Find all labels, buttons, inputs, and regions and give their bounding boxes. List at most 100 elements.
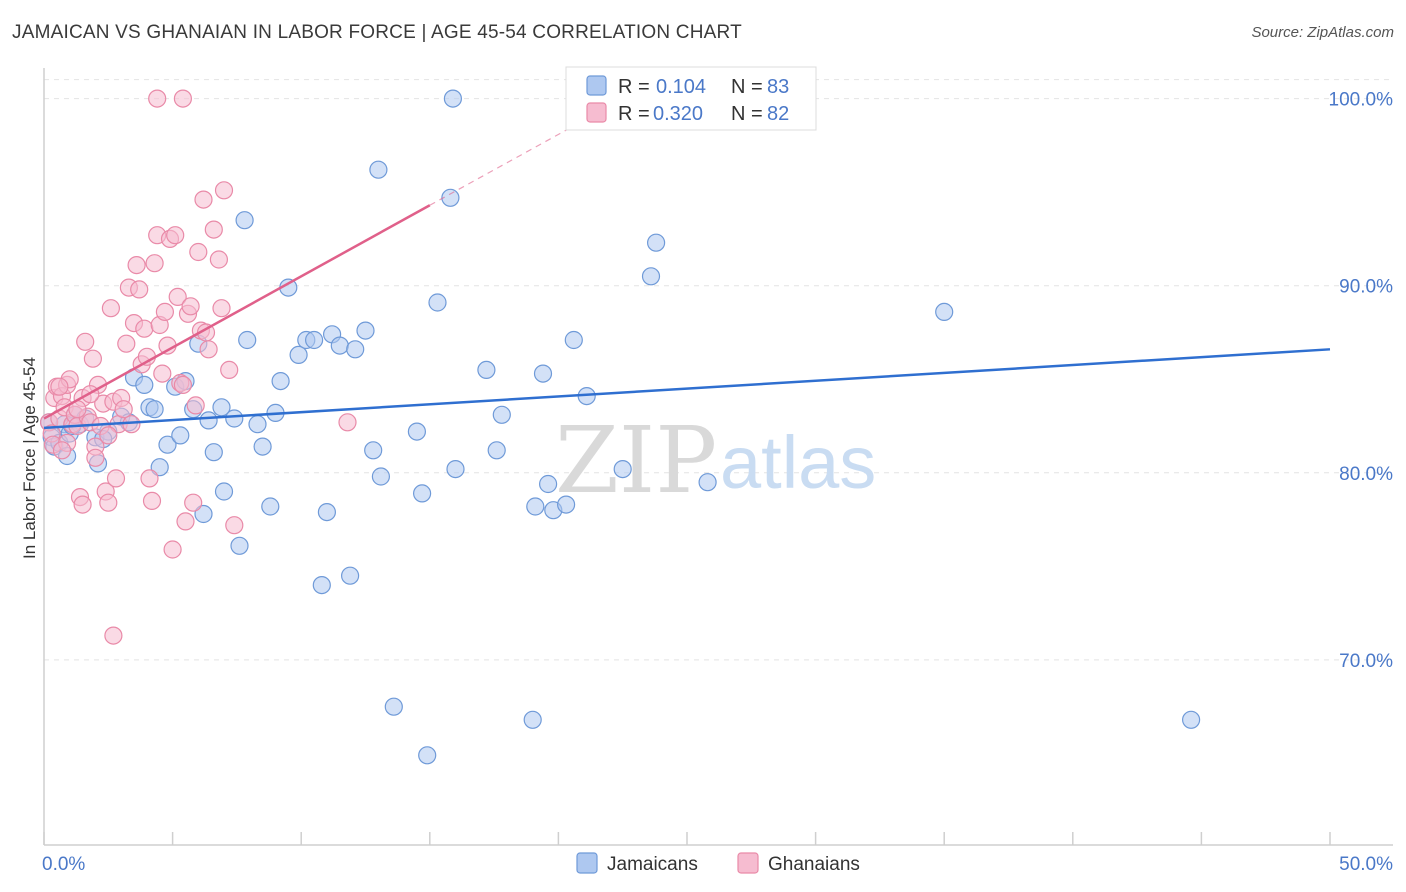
jamaican-point-30 — [214, 482, 234, 501]
ghanaian-point-52 — [173, 375, 192, 394]
ghanaian-point-62 — [199, 340, 218, 359]
ghanaian-point-68 — [225, 516, 244, 535]
jamaican-point-18 — [145, 400, 164, 419]
jamaican-point-41 — [289, 345, 308, 364]
jamaican-point-49 — [346, 340, 365, 359]
ghanaian-point-18 — [83, 349, 103, 368]
legend-r-label-1: R = — [618, 76, 650, 98]
ghanaian-point-57 — [186, 396, 205, 415]
legend-r-label-2: R = — [618, 103, 650, 125]
ghanaian-point-49 — [166, 226, 185, 245]
jamaican-point-71 — [564, 330, 583, 350]
x-tick-label-min: 0.0% — [42, 854, 85, 875]
ghanaian-point-53 — [176, 512, 195, 531]
jamaican-point-36 — [253, 437, 272, 456]
ghanaian-trend-line — [43, 204, 431, 420]
ghanaian-point-45 — [155, 302, 174, 321]
jamaican-point-65 — [523, 710, 542, 729]
ghanaian-point-75 — [50, 377, 69, 396]
stats-legend: R = 0.104 N = 83 R = 0.320 N = 82 — [565, 66, 817, 131]
ghanaian-point-30 — [117, 334, 136, 353]
trend-lines — [43, 105, 1331, 430]
y-tick-label-100: 100.0% — [1329, 90, 1394, 111]
jamaican-point-75 — [646, 233, 666, 252]
ghanaian-point-67 — [220, 360, 239, 379]
ghanaian-point-32 — [122, 415, 141, 434]
ghanaian-point-71 — [104, 626, 123, 645]
jamaican-point-64 — [492, 405, 511, 424]
jamaican-point-53 — [369, 160, 388, 179]
jamaican-point-79 — [935, 302, 954, 321]
x-tick-label-max: 50.0% — [1339, 854, 1393, 875]
y-tick-labels: 70.0% 80.0% 90.0% 100.0% — [1329, 90, 1394, 672]
ghanaian-point-63 — [204, 220, 223, 239]
y-tick-label-90: 90.0% — [1339, 277, 1393, 298]
jamaican-point-28 — [204, 443, 223, 462]
ghanaian-point-41 — [145, 254, 164, 273]
jamaican-point-73 — [613, 460, 632, 479]
ghanaian-point-25 — [101, 299, 121, 318]
ghanaian-point-44 — [153, 364, 172, 383]
jamaican-point-58 — [428, 293, 447, 312]
ghanaian-point-60 — [194, 190, 213, 209]
watermark-zip: ZIP — [555, 407, 717, 514]
jamaican-point-19 — [150, 458, 169, 477]
legend-n-value-2: 82 — [767, 103, 789, 125]
bottom-legend-jamaicans: Jamaicans — [607, 854, 698, 875]
jamaican-point-67 — [533, 364, 553, 383]
gridlines — [44, 79, 1393, 661]
ghanaian-point-78 — [52, 441, 72, 460]
jamaican-point-37 — [261, 497, 280, 516]
jamaican-point-76 — [698, 473, 717, 492]
jamaican-point-63 — [487, 441, 506, 460]
jamaican-point-35 — [248, 415, 267, 434]
bottom-legend-ghanaians: Ghanaians — [768, 854, 860, 875]
jamaican-point-43 — [305, 330, 324, 350]
ghanaian-point-15 — [76, 332, 95, 351]
jamaican-point-27 — [199, 411, 218, 430]
jamaican-point-48 — [341, 566, 360, 585]
jamaican-trend-line — [43, 348, 1331, 430]
jamaican-point-52 — [371, 467, 390, 486]
jamaican-point-39 — [271, 372, 290, 391]
jamaican-point-51 — [364, 441, 383, 460]
jamaican-point-57 — [418, 746, 437, 765]
ghanaian-point-56 — [184, 493, 203, 512]
jamaican-point-55 — [407, 422, 426, 441]
ghanaian-point-58 — [189, 242, 208, 262]
ghanaian-point-55 — [181, 297, 200, 316]
ghanaian-point-80 — [114, 400, 133, 419]
ghanaian-point-27 — [106, 469, 126, 488]
bottom-legend-swatch-jamaicans — [576, 852, 598, 874]
watermark-atlas: atlas — [720, 421, 876, 504]
jamaican-point-26 — [194, 504, 213, 524]
ghanaian-point-24 — [99, 493, 118, 512]
jamaican-point-22 — [171, 426, 190, 445]
jamaican-point-60 — [441, 188, 460, 207]
bottom-legend-swatch-ghanaians — [737, 852, 759, 874]
legend-r-value-1: 0.104 — [656, 76, 706, 98]
source-label: Source: ZipAtlas.com — [1251, 24, 1394, 41]
jamaican-point-66 — [526, 497, 545, 516]
jamaican-point-59 — [446, 460, 465, 479]
ghanaian-point-72 — [148, 89, 167, 108]
y-tick-label-70: 70.0% — [1339, 651, 1393, 672]
ghanaian-point-64 — [209, 250, 228, 269]
legend-n-label-2: N = — [731, 103, 763, 125]
ghanaian-point-79 — [99, 426, 118, 445]
y-tick-label-80: 80.0% — [1339, 464, 1393, 485]
ghanaian-point-34 — [127, 256, 146, 275]
jamaican-point-16 — [135, 375, 154, 394]
ghanaian-point-77 — [86, 448, 105, 467]
legend-n-value-1: 83 — [767, 76, 789, 98]
ghanaian-point-39 — [140, 469, 159, 488]
ghanaian-point-40 — [142, 491, 162, 510]
jamaican-point-80 — [1181, 710, 1201, 729]
jamaican-point-61 — [443, 89, 462, 108]
jamaican-point-50 — [356, 321, 375, 340]
x-ticks — [43, 832, 1331, 845]
ghanaian-point-70 — [73, 495, 92, 514]
ghanaian-point-48 — [163, 540, 182, 559]
ghanaian-point-37 — [135, 319, 154, 338]
